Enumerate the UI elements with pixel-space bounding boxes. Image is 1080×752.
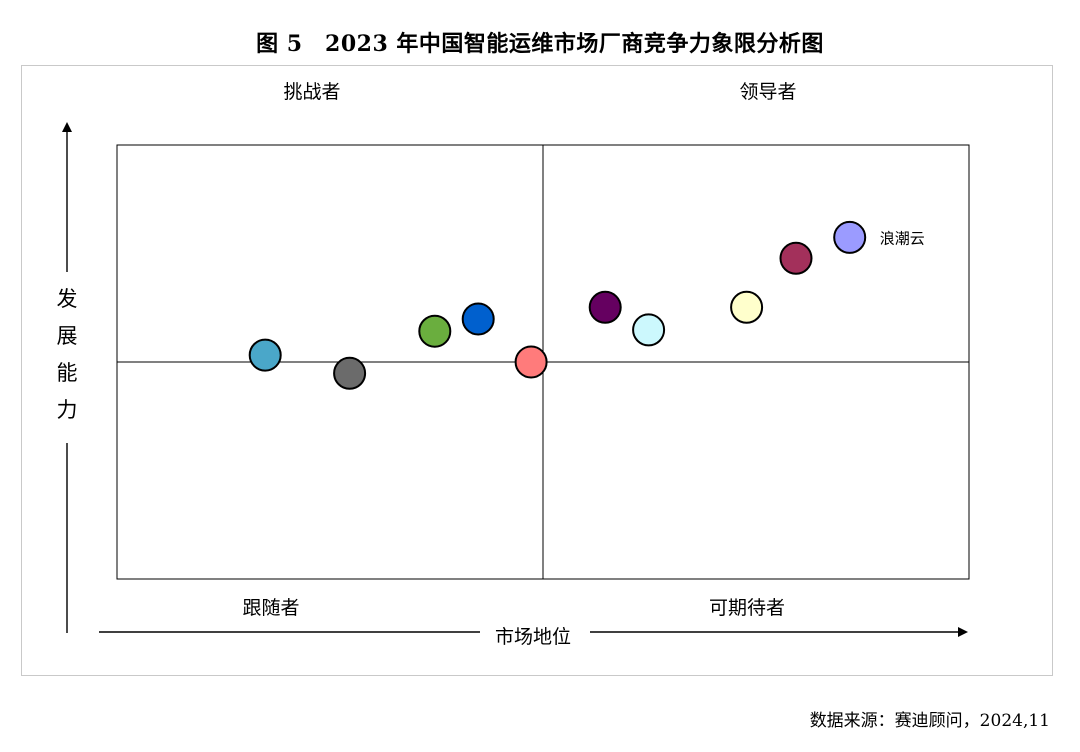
vendor-point bbox=[248, 338, 282, 372]
y-axis-label-char: 力 bbox=[57, 398, 78, 422]
data-points: 浪潮云 bbox=[248, 220, 925, 390]
quadrant-label-expected: 可期待者 bbox=[709, 597, 785, 619]
vendor-point bbox=[588, 290, 622, 324]
vendor-point bbox=[333, 356, 367, 390]
vendor-point bbox=[418, 314, 452, 348]
vendor-point bbox=[730, 290, 764, 324]
chart-frame bbox=[21, 65, 1053, 676]
y-axis-label-char: 发 bbox=[57, 287, 78, 311]
data-source: 数据来源：赛迪顾问，2024,11 bbox=[809, 711, 1050, 731]
quadrant-label-follower: 跟随者 bbox=[242, 597, 299, 619]
chart-title: 图 5 2023 年中国智能运维市场厂商竞争力象限分析图 bbox=[256, 31, 824, 57]
x-axis-label: 市场地位 bbox=[495, 626, 571, 648]
y-axis-label: 发展能力 bbox=[57, 287, 78, 422]
vendor-point bbox=[779, 241, 813, 275]
vendor-point-label: 浪潮云 bbox=[880, 229, 925, 247]
y-axis-label-char: 展 bbox=[57, 324, 78, 348]
y-axis-label-char: 能 bbox=[57, 361, 78, 385]
quadrant-label-leader: 领导者 bbox=[739, 81, 796, 103]
vendor-point bbox=[514, 345, 548, 379]
vendor-point bbox=[632, 313, 666, 347]
vendor-point bbox=[833, 220, 867, 254]
vendor-point bbox=[461, 302, 495, 336]
quadrant-label-challenger: 挑战者 bbox=[283, 81, 340, 103]
